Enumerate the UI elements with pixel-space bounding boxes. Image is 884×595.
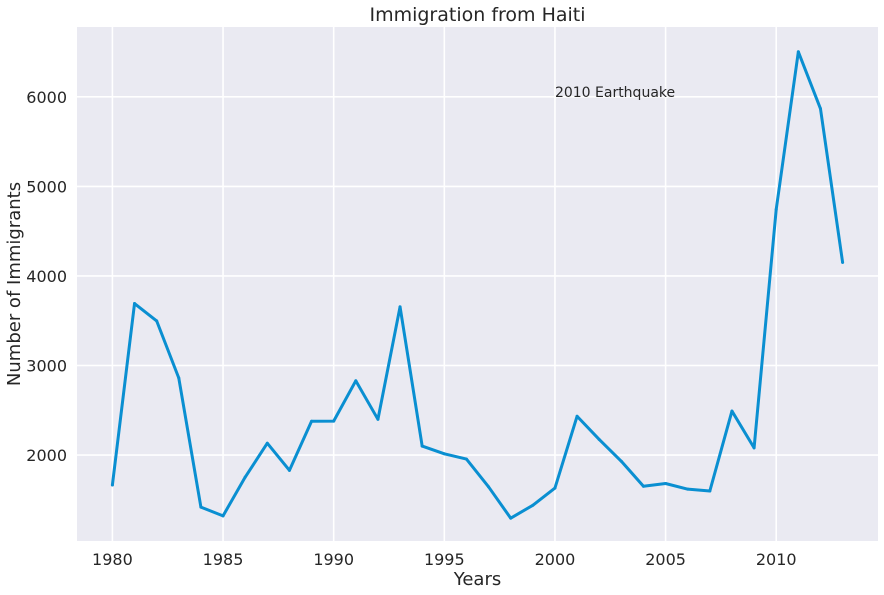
series-layer <box>110 50 845 520</box>
annotation-layer: 2010 Earthquake <box>555 85 675 101</box>
data-point <box>708 489 712 493</box>
y-tick-label: 5000 <box>26 177 67 196</box>
data-point <box>310 419 314 423</box>
data-point <box>155 319 159 323</box>
data-point <box>133 302 137 306</box>
data-point <box>354 379 358 383</box>
data-point <box>597 437 601 441</box>
data-point <box>531 503 535 507</box>
grid-lines <box>77 27 878 541</box>
x-tick-label: 2010 <box>756 550 797 569</box>
data-point <box>420 444 424 448</box>
data-point <box>818 107 822 111</box>
data-point <box>398 305 402 309</box>
x-tick-label: 2005 <box>645 550 686 569</box>
series-line <box>110 50 845 520</box>
data-point <box>464 457 468 461</box>
data-point <box>641 484 645 488</box>
y-tick-label: 6000 <box>26 88 67 107</box>
x-tick-label: 1990 <box>313 550 354 569</box>
data-point <box>110 483 114 487</box>
y-tick-label: 3000 <box>26 356 67 375</box>
data-point <box>243 475 247 479</box>
x-tick-label: 1985 <box>203 550 244 569</box>
data-point <box>487 485 491 489</box>
plot-background <box>77 27 878 541</box>
data-point <box>265 441 269 445</box>
data-point <box>177 376 181 380</box>
data-point <box>442 452 446 456</box>
data-point <box>553 486 557 490</box>
data-point <box>199 505 203 509</box>
annotation-label: 2010 Earthquake <box>555 85 675 101</box>
data-point <box>221 514 225 518</box>
data-point <box>509 516 513 520</box>
x-tick-label: 1980 <box>92 550 133 569</box>
data-point <box>332 419 336 423</box>
data-point <box>774 207 778 211</box>
data-point <box>730 409 734 413</box>
data-point <box>796 50 800 54</box>
data-point <box>752 446 756 450</box>
data-point <box>575 414 579 418</box>
data-point <box>376 417 380 421</box>
y-tick-label: 4000 <box>26 267 67 286</box>
chart-title: Immigration from Haiti <box>369 4 585 26</box>
x-tick-label: 1995 <box>424 550 465 569</box>
data-point <box>287 468 291 472</box>
tick-labels: 1980 1985 1990 1995 2000 2005 2010 2000 3000 4000… <box>26 88 796 569</box>
data-point <box>686 487 690 491</box>
x-tick-label: 2000 <box>535 550 576 569</box>
data-point <box>841 260 845 264</box>
data-point <box>619 459 623 463</box>
x-axis-label: Years <box>453 569 502 590</box>
y-axis-label: Number of Immigrants <box>4 182 25 386</box>
y-tick-label: 2000 <box>26 446 67 465</box>
data-point <box>664 482 668 486</box>
